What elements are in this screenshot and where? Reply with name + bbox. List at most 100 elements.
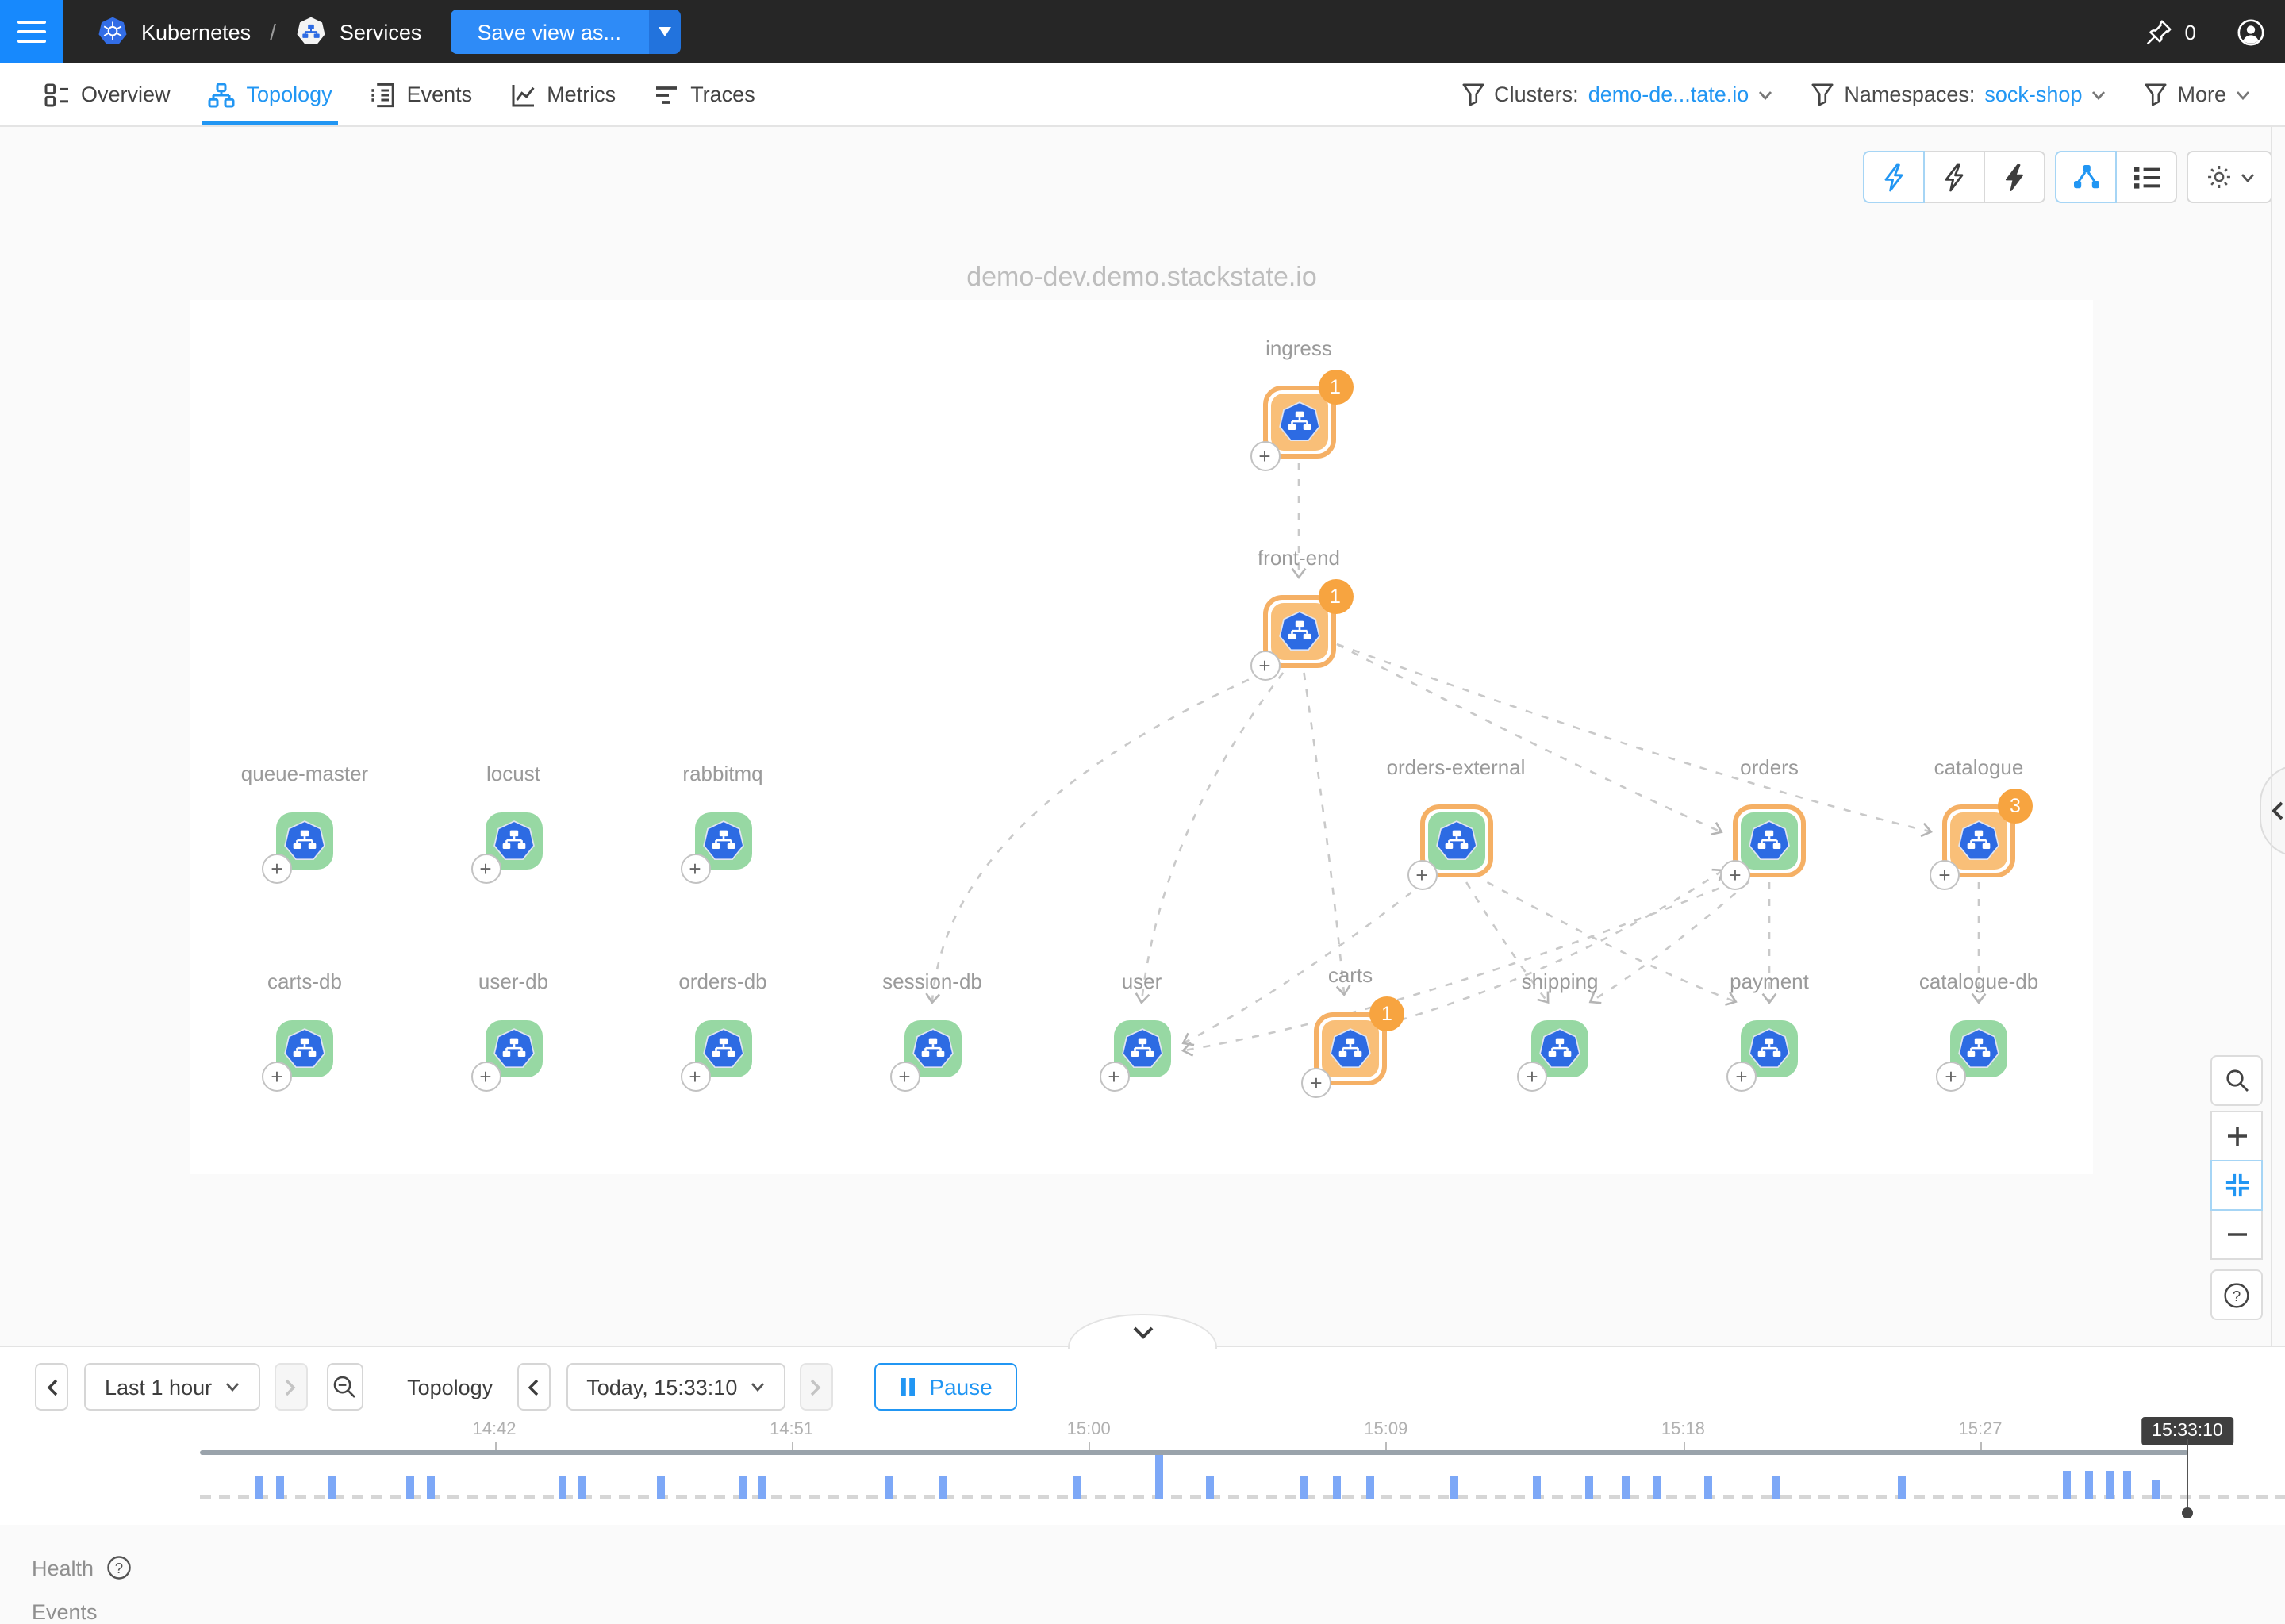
event-bar[interactable] — [656, 1476, 664, 1499]
expand-node-button[interactable]: + — [1517, 1062, 1547, 1092]
event-bar[interactable] — [1332, 1476, 1340, 1499]
event-bar[interactable] — [2062, 1471, 2070, 1499]
event-bar[interactable] — [577, 1476, 585, 1499]
avatar[interactable] — [2237, 18, 2264, 45]
expand-node-button[interactable]: + — [1250, 440, 1280, 470]
timeline-zoom-out-button[interactable] — [326, 1363, 363, 1411]
filter-value: sock-shop — [1984, 83, 2083, 106]
expand-node-button[interactable]: + — [680, 854, 710, 884]
event-bar[interactable] — [275, 1476, 283, 1499]
bolt-outline-blue-button[interactable] — [1863, 151, 1925, 203]
view-settings-button[interactable] — [2187, 151, 2272, 203]
breadcrumb-app[interactable]: Kubernetes — [141, 20, 252, 44]
node-label: session-db — [882, 969, 982, 993]
help-icon: ? — [2224, 1282, 2249, 1307]
expand-node-button[interactable]: + — [262, 854, 292, 884]
filter-more[interactable]: More — [2144, 83, 2250, 106]
event-bar[interactable] — [939, 1476, 947, 1499]
bolt-filled-icon — [2003, 163, 2026, 191]
event-bar[interactable] — [405, 1476, 413, 1499]
pin-button[interactable]: 0 — [2144, 17, 2196, 47]
expand-node-button[interactable]: + — [1407, 860, 1437, 890]
event-bar[interactable] — [1072, 1476, 1080, 1499]
expand-node-button[interactable]: + — [470, 1062, 501, 1092]
node-label: ingress — [1265, 336, 1332, 359]
hamburger-menu-icon[interactable] — [0, 0, 63, 63]
expand-node-button[interactable]: + — [470, 854, 501, 884]
event-bar[interactable] — [739, 1476, 747, 1499]
expand-node-button[interactable]: + — [1930, 860, 1960, 890]
event-bar[interactable] — [758, 1476, 766, 1499]
range-back-button[interactable] — [35, 1363, 68, 1411]
search-topology-button[interactable] — [2210, 1055, 2263, 1106]
expand-node-button[interactable]: + — [1250, 651, 1280, 681]
event-bar[interactable] — [2084, 1471, 2092, 1499]
tab-overview[interactable]: Overview — [44, 63, 171, 125]
filters: Clusters: demo-de...tate.io Namespaces: soc… — [1461, 63, 2285, 125]
event-bar[interactable] — [2122, 1471, 2130, 1499]
chevron-down-icon — [2240, 173, 2254, 182]
tab-events[interactable]: Events — [371, 63, 472, 125]
event-bar[interactable] — [426, 1476, 434, 1499]
event-bar[interactable] — [1584, 1476, 1592, 1499]
event-bar[interactable] — [1897, 1476, 1905, 1499]
event-bar[interactable] — [1450, 1476, 1457, 1499]
expand-node-button[interactable]: + — [1726, 1062, 1757, 1092]
time-back-button[interactable] — [517, 1363, 551, 1411]
health-timeline[interactable] — [200, 1450, 2187, 1455]
tab-label: Traces — [690, 83, 755, 106]
zoom-out-button[interactable] — [2210, 1209, 2263, 1260]
health-row-label: Health ? — [32, 1555, 132, 1580]
event-bar[interactable] — [1532, 1476, 1540, 1499]
event-bar[interactable] — [1772, 1476, 1780, 1499]
event-bar[interactable] — [2151, 1480, 2159, 1499]
list-view-button[interactable] — [2115, 151, 2177, 203]
filter-namespaces[interactable]: Namespaces: sock-shop — [1811, 83, 2106, 106]
time-forward-button[interactable] — [799, 1363, 833, 1411]
event-bar[interactable] — [1365, 1476, 1373, 1499]
event-bar[interactable] — [1299, 1476, 1307, 1499]
expand-node-button[interactable]: + — [1720, 860, 1750, 890]
save-view-as-button[interactable]: Save view as... — [450, 10, 681, 54]
tab-topology[interactable]: Topology — [202, 63, 339, 125]
expand-node-button[interactable]: + — [680, 1062, 710, 1092]
filter-clusters[interactable]: Clusters: demo-de...tate.io — [1461, 83, 1772, 106]
expand-node-button[interactable]: + — [1301, 1068, 1331, 1098]
expand-node-button[interactable]: + — [889, 1062, 920, 1092]
tab-metrics[interactable]: Metrics — [510, 63, 616, 125]
save-view-as-label[interactable]: Save view as... — [450, 10, 649, 54]
expand-node-button[interactable]: + — [1099, 1062, 1129, 1092]
tab-traces[interactable]: Traces — [654, 63, 755, 125]
breadcrumb-view[interactable]: Services — [339, 20, 422, 44]
pause-button[interactable]: Pause — [874, 1363, 1018, 1411]
zoom-in-button[interactable] — [2210, 1111, 2263, 1161]
event-bar[interactable] — [1621, 1476, 1629, 1499]
expand-node-button[interactable]: + — [262, 1062, 292, 1092]
help-button[interactable]: ? — [2210, 1269, 2263, 1320]
node-label: catalogue — [1934, 755, 2024, 779]
event-bar[interactable] — [558, 1476, 566, 1499]
current-time-dropdown[interactable]: Today, 15:33:10 — [566, 1363, 785, 1411]
event-bar[interactable] — [1154, 1455, 1162, 1499]
expand-node-button[interactable]: + — [1936, 1062, 1966, 1092]
event-bar[interactable] — [1205, 1476, 1213, 1499]
event-bar[interactable] — [328, 1476, 336, 1499]
graph-view-button[interactable] — [2055, 151, 2117, 203]
bolt-outline-button[interactable] — [1923, 151, 1985, 203]
range-forward-button[interactable] — [274, 1363, 308, 1411]
events-timeline[interactable] — [200, 1495, 2285, 1499]
event-bar[interactable] — [1703, 1476, 1711, 1499]
current-time-marker[interactable] — [2186, 1439, 2189, 1512]
event-bar[interactable] — [2105, 1471, 2113, 1499]
event-bar[interactable] — [1653, 1476, 1661, 1499]
health-help-icon[interactable]: ? — [106, 1555, 132, 1580]
zoom-in-icon — [2227, 1127, 2246, 1146]
fit-to-screen-button[interactable] — [2210, 1160, 2263, 1211]
scrollbar-track[interactable] — [2271, 127, 2272, 1523]
save-view-caret-icon[interactable] — [648, 10, 681, 54]
bolt-filled-button[interactable] — [1984, 151, 2045, 203]
event-bar[interactable] — [885, 1476, 893, 1499]
current-time-handle[interactable] — [2182, 1507, 2193, 1518]
time-range-dropdown[interactable]: Last 1 hour — [84, 1363, 260, 1411]
event-bar[interactable] — [255, 1476, 263, 1499]
